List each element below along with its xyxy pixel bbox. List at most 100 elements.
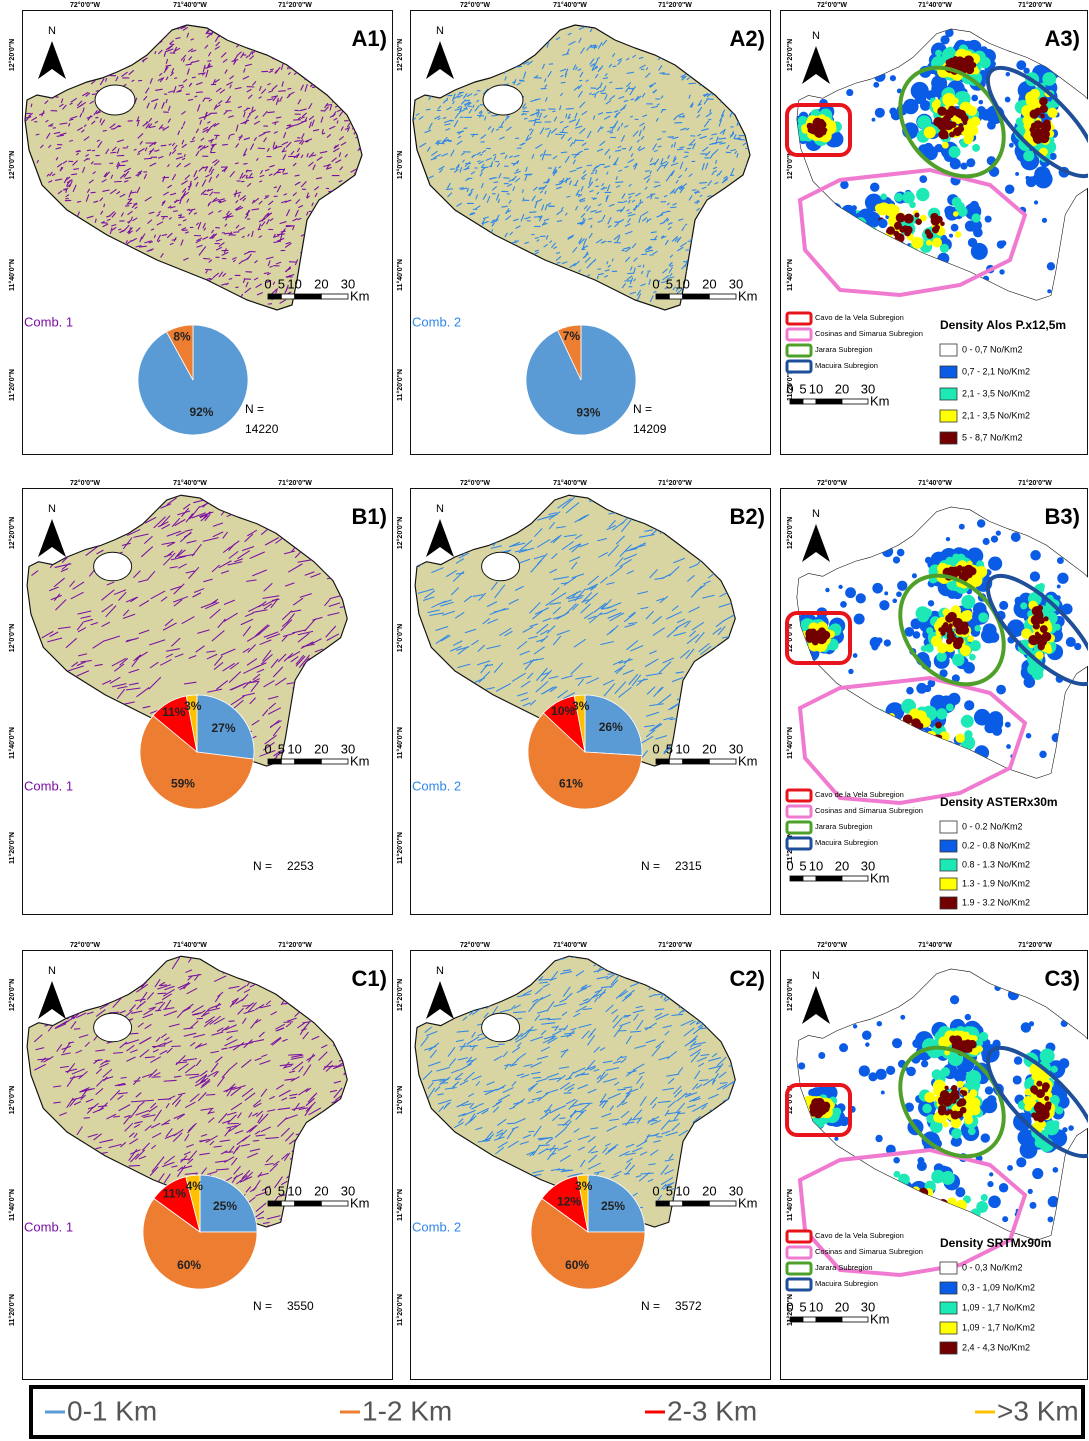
density-swatch — [940, 821, 957, 833]
region-swatch — [787, 329, 811, 340]
density-spot — [1005, 97, 1011, 103]
region-swatch — [787, 361, 811, 372]
density-spot — [924, 685, 931, 692]
lineament — [174, 78, 177, 79]
density-spot — [1057, 573, 1068, 584]
density-blob — [914, 212, 919, 217]
density-blob — [966, 158, 975, 167]
density-blob — [955, 733, 964, 742]
density-spot — [1026, 733, 1031, 738]
panel: 72°0'0"W71°40'0"W71°20'0"W12°20'0"N12°0'… — [8, 479, 393, 915]
density-blob — [878, 219, 887, 228]
density-blob — [974, 709, 991, 726]
density-spot — [848, 669, 853, 674]
pie-value-label: 92% — [189, 405, 213, 419]
lineament — [76, 151, 80, 152]
lineament — [660, 73, 665, 74]
lineament — [155, 1010, 161, 1011]
lat-tick-label: 12°0'0"N — [396, 151, 404, 179]
density-spot — [870, 182, 879, 191]
density-blob — [926, 627, 933, 634]
density-spot — [971, 95, 978, 102]
lon-tick-label: 72°0'0"W — [70, 941, 100, 949]
lat-tick-label: 11°40'0"N — [396, 1189, 404, 1221]
scale-segment — [790, 399, 803, 404]
lineament — [581, 249, 585, 250]
lat-tick-label: 12°20'0"N — [396, 39, 404, 71]
scale-tick-label: 0 — [264, 1183, 271, 1198]
lineament — [233, 232, 239, 233]
scale-tick-label: 5 — [799, 858, 806, 873]
lat-tick-label: 11°40'0"N — [786, 727, 794, 759]
density-spot — [996, 531, 1001, 536]
lineament — [571, 154, 579, 155]
density-blob — [947, 628, 953, 634]
lineament — [196, 92, 203, 93]
region-legend-label: Jarara Subregion — [815, 822, 873, 831]
lon-tick-label: 71°20'0"W — [658, 479, 692, 487]
density-blob — [925, 229, 931, 235]
density-spot — [964, 700, 974, 710]
density-spot — [1006, 72, 1010, 76]
lat-tick-label: 12°0'0"N — [8, 624, 16, 652]
density-blob — [924, 127, 936, 139]
density-spot — [854, 613, 865, 624]
panel: 72°0'0"W71°40'0"W71°20'0"W12°20'0"N12°0'… — [396, 479, 771, 915]
density-class-label: 1.3 - 1.9 No/Km2 — [962, 878, 1030, 888]
lineament — [53, 128, 56, 129]
density-blob — [953, 640, 962, 649]
density-spot — [959, 524, 965, 530]
density-spot — [890, 75, 896, 81]
figure: 72°0'0"W71°40'0"W71°20'0"W12°20'0"N12°0'… — [0, 0, 1089, 1441]
lineament — [264, 273, 269, 274]
density-blob — [915, 219, 921, 225]
density-blob — [1033, 134, 1043, 144]
scale-segment — [656, 294, 669, 299]
density-swatch — [940, 859, 957, 871]
lineament — [91, 192, 96, 193]
scale-tick-label: 10 — [287, 276, 301, 291]
density-spot — [1074, 643, 1081, 650]
density-blob — [932, 238, 942, 248]
scale-tick-label: 20 — [835, 381, 849, 396]
density-spot — [912, 573, 917, 578]
scale-unit: Km — [870, 870, 890, 885]
lineament — [645, 171, 650, 172]
pie-value-label: 4% — [186, 1179, 204, 1193]
density-spot — [985, 216, 992, 223]
scale-segment — [268, 294, 281, 299]
density-blob — [810, 629, 817, 636]
lat-tick-label: 12°20'0"N — [786, 517, 794, 549]
lineament — [446, 189, 453, 190]
density-blob — [1038, 618, 1044, 624]
density-blob — [943, 622, 949, 628]
lineament — [615, 182, 623, 183]
scale-tick-label: 10 — [809, 381, 823, 396]
panel: 72°0'0"W71°40'0"W71°20'0"W12°20'0"N12°0'… — [780, 1, 1089, 455]
density-spot — [1039, 751, 1046, 758]
pie-value-label: 7% — [563, 329, 581, 343]
lat-tick-label: 12°0'0"N — [8, 1086, 16, 1114]
density-blob — [955, 625, 965, 635]
density-spot — [853, 653, 858, 658]
lineament — [113, 1052, 123, 1053]
region-legend-label: Cosinas and Simarua Subregion — [815, 806, 923, 815]
scale-segment — [790, 876, 803, 881]
density-spot — [906, 687, 914, 695]
lineament — [118, 126, 121, 127]
density-spot — [999, 601, 1008, 610]
lineament — [84, 1118, 90, 1119]
pie-value-label: 27% — [211, 721, 235, 735]
scale-segment — [295, 1201, 322, 1206]
density-blob — [878, 202, 890, 214]
lat-tick-label: 11°20'0"N — [8, 1294, 16, 1326]
lineament — [144, 158, 152, 159]
panel-label: B3) — [1045, 504, 1080, 529]
lineament — [688, 145, 693, 146]
density-spot — [1005, 184, 1015, 194]
lineament — [229, 1021, 235, 1022]
density-blob — [950, 121, 956, 127]
density-blob — [916, 188, 929, 201]
density-class-label: 1.9 - 3.2 No/Km2 — [962, 897, 1030, 907]
density-blob — [896, 213, 906, 223]
